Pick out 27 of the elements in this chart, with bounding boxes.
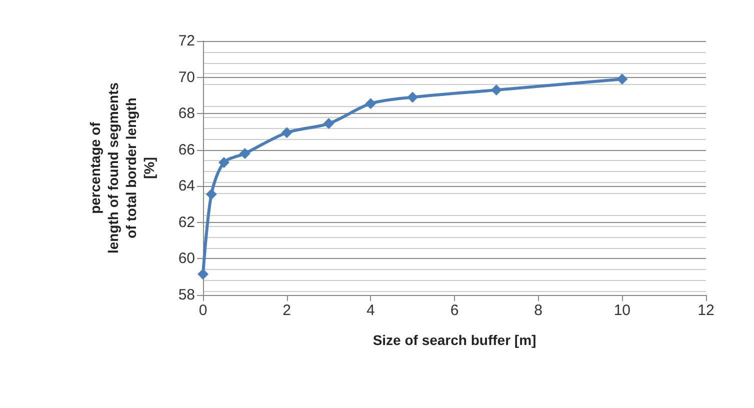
x-tick-label: 8 [534,302,543,319]
point [407,92,418,103]
point [239,148,250,159]
y-tick-label: 58 [178,286,195,304]
point [616,74,628,85]
x-tick-label: 0 [198,302,208,319]
y-tick-label: 72 [178,32,195,50]
y-tick-label: 64 [178,178,195,195]
point [198,268,208,280]
point [323,118,334,130]
point [281,127,292,138]
point [490,84,502,96]
y-tick-label: 66 [178,141,195,158]
x-tick-label: 2 [282,302,292,319]
x-tick-label: 12 [698,302,714,319]
x-tick-label: 6 [450,302,459,319]
y-tick-label: 70 [178,68,195,86]
y-axis-title: percentage of length of found segments of total border length [%] [87,82,157,254]
x-tick-label: 10 [614,302,631,319]
y-tick-label: 68 [178,105,195,122]
y-tick-label: 62 [178,214,195,231]
point [206,188,217,200]
x-tick-label: 4 [366,302,375,319]
y-tick-label: 60 [178,250,195,268]
x-axis-title: Size of search buffer [m] [372,332,536,348]
point [365,98,376,110]
point [218,157,230,168]
